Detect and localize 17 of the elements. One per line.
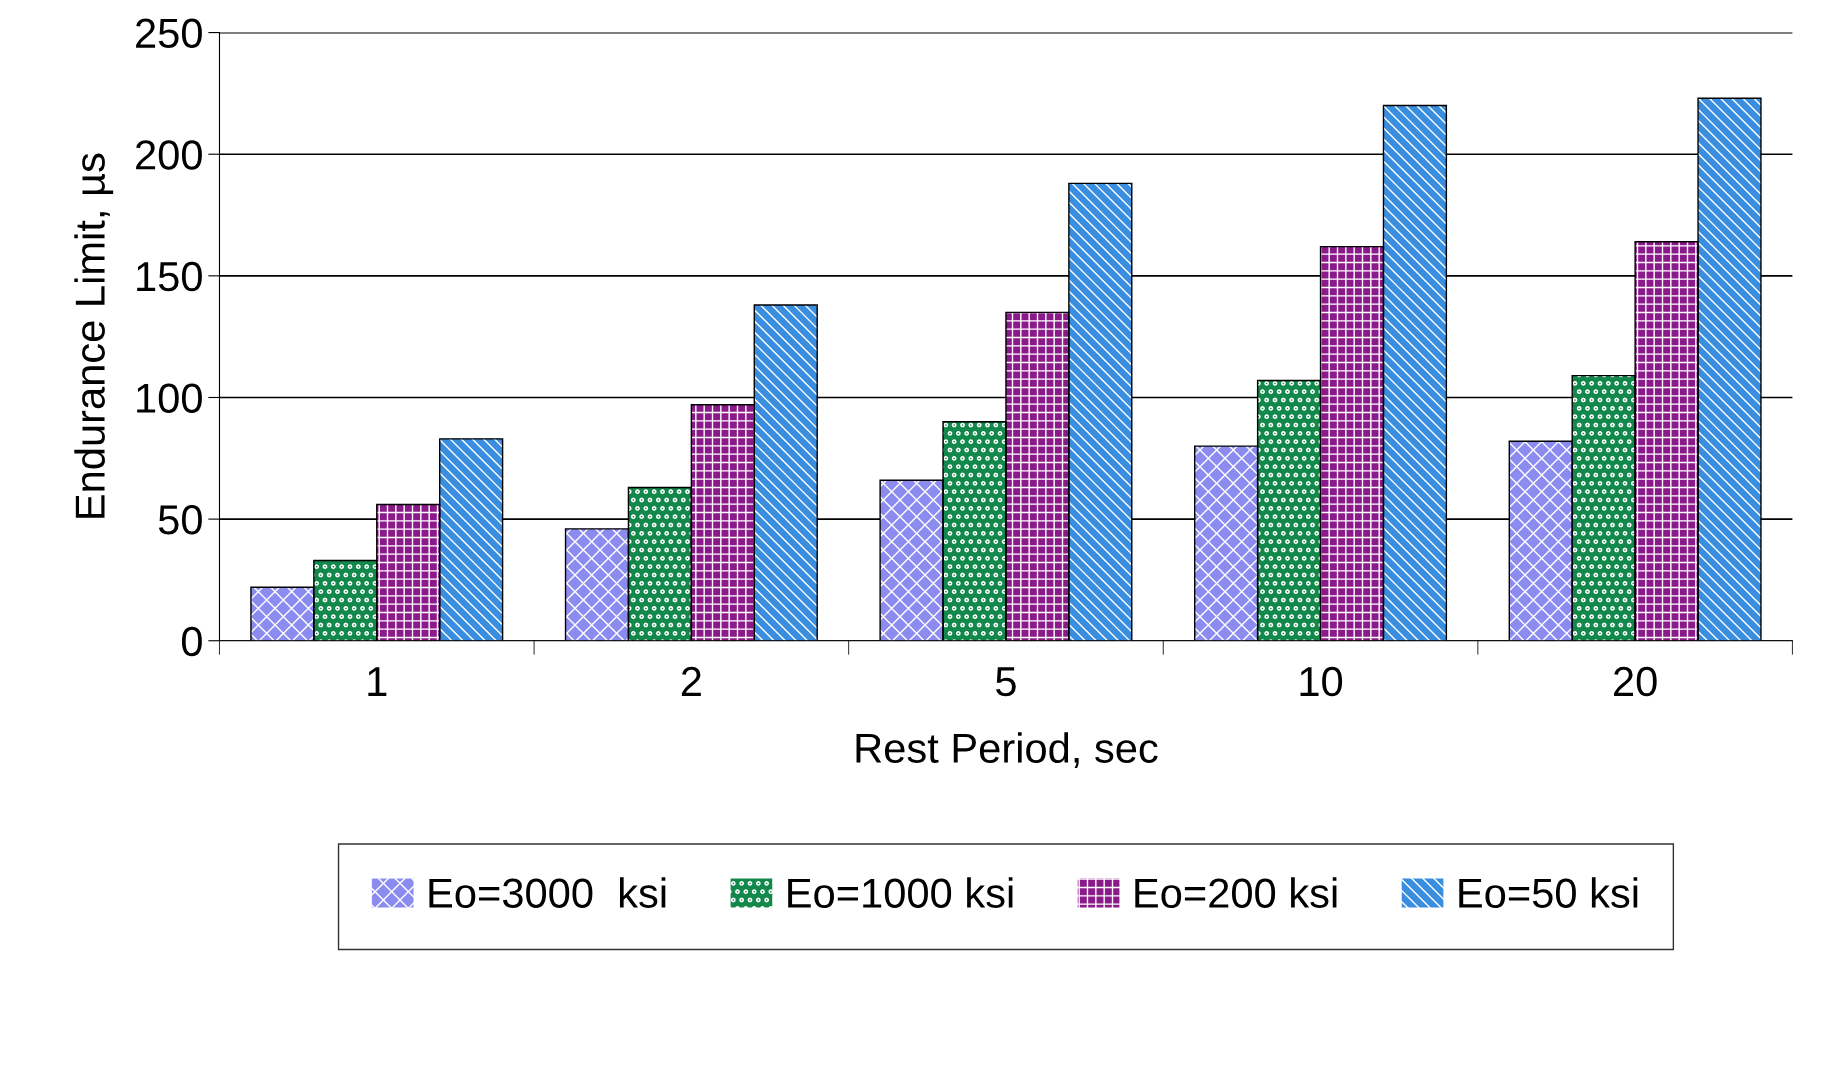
y-axis-title: Endurance Limit, µs — [74, 153, 114, 518]
x-tick-label: 10 — [1300, 666, 1343, 697]
y-tick-label: 0 — [181, 626, 202, 657]
y-tick-label: 150 — [137, 261, 202, 292]
x-axis-title: Rest Period, sec — [856, 732, 1158, 768]
legend-label: Eo=1000 ksi — [788, 877, 1013, 908]
legend-label: Eo=50 ksi — [1459, 877, 1638, 908]
x-tick-label: 1 — [368, 667, 387, 696]
legend-label: Eo=200 ksi — [1135, 877, 1337, 908]
y-tick-label: 50 — [158, 505, 202, 535]
x-tick-label: 5 — [996, 667, 1016, 697]
y-tick-label: 100 — [137, 383, 202, 413]
legend-label: Eo=3000 ksi — [429, 877, 666, 908]
x-tick-label: 2 — [681, 666, 701, 696]
y-tick-label: 200 — [136, 140, 202, 170]
x-tick-label: 20 — [1614, 666, 1657, 697]
y-tick-label: 250 — [136, 18, 202, 49]
